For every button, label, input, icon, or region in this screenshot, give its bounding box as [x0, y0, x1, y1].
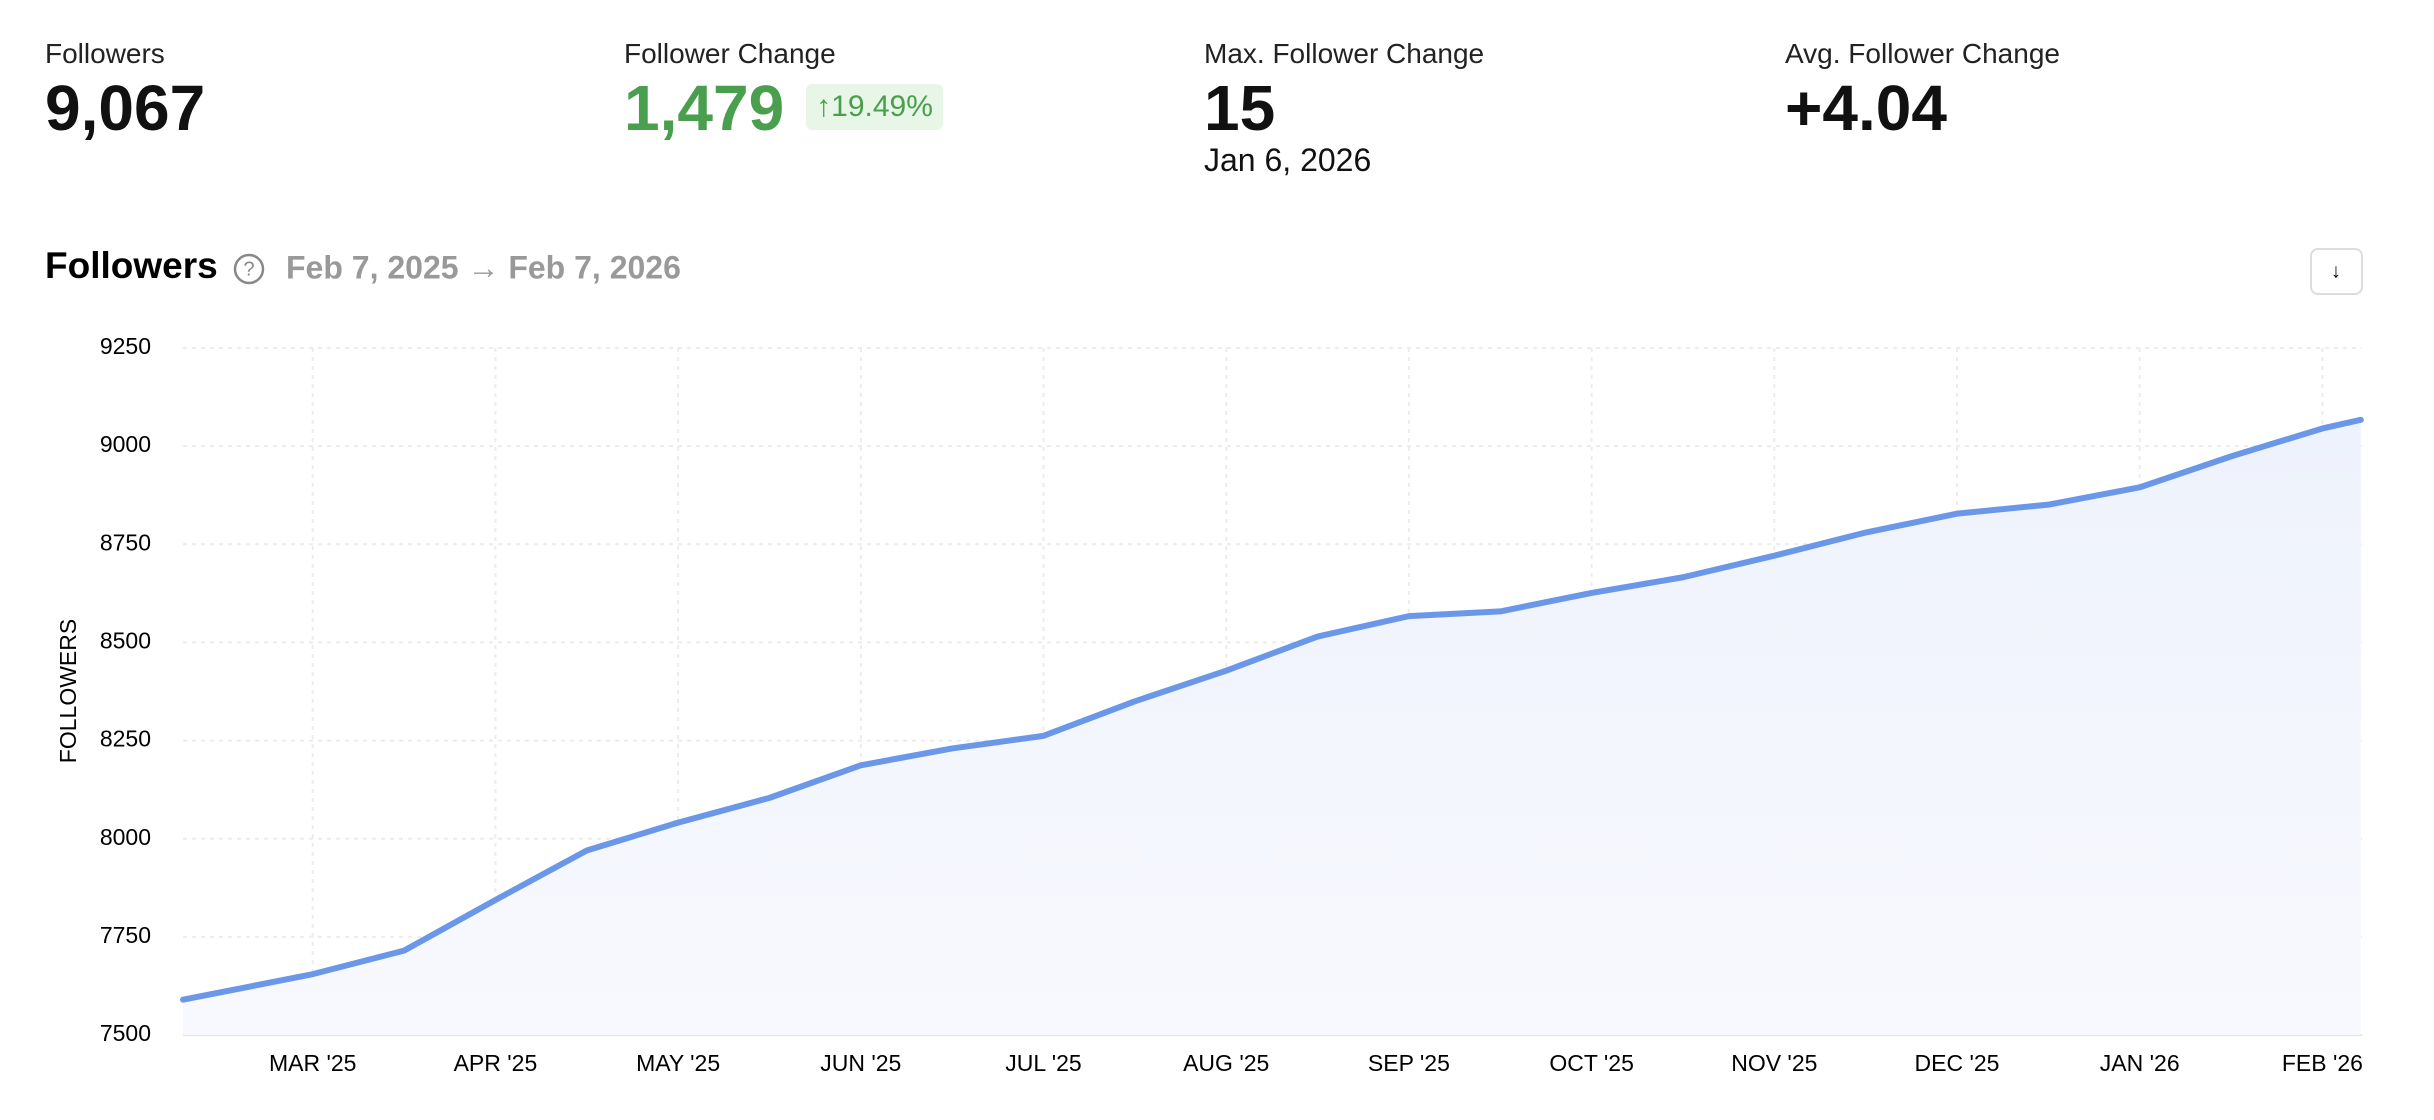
- stat-number: 1,479: [624, 72, 785, 144]
- stat-value: 9,067: [45, 72, 206, 144]
- y-tick-label: 8250: [100, 726, 151, 752]
- stat-date: Jan 6, 2026: [1204, 142, 1372, 178]
- area: [183, 419, 2361, 1035]
- x-tick-label: JAN '26: [2100, 1050, 2180, 1076]
- download-button[interactable]: ↓: [2310, 248, 2363, 295]
- y-tick-label: 7750: [100, 922, 151, 948]
- up-arrow: ↑: [816, 90, 832, 124]
- x-tick-label: AUG '25: [1183, 1050, 1269, 1076]
- y-tick-label: 7500: [100, 1020, 151, 1046]
- stat-avg: Avg. Follower Change +4.04: [1785, 38, 2060, 146]
- stat-label: Followers: [45, 38, 165, 69]
- change-badge: ↑19.49%: [806, 84, 943, 131]
- chart-subtitle: Feb 7, 2025 → Feb 7, 2026: [286, 249, 681, 285]
- stat-label: Follower Change: [624, 38, 836, 69]
- help-icon[interactable]: ?: [233, 253, 265, 285]
- x-tick-label: FEB '26: [2282, 1050, 2363, 1076]
- y-tick-label: 8750: [100, 529, 151, 555]
- x-tick-label: MAR '25: [269, 1050, 356, 1076]
- stat-label: Avg. Follower Change: [1785, 38, 2060, 69]
- y-tick-label: 8500: [100, 628, 151, 654]
- stat-max: Max. Follower Change 15 Jan 6, 2026: [1204, 38, 1484, 178]
- stat-followers: Followers 9,067: [45, 38, 205, 146]
- badge-text: 19.49%: [831, 90, 933, 124]
- stat-change: Follower Change 1,479 ↑19.49%: [624, 38, 943, 146]
- y-tick-label: 9000: [100, 431, 151, 457]
- x-tick-label: JUN '25: [820, 1050, 901, 1076]
- x-tick-label: MAY '25: [636, 1050, 720, 1076]
- x-tick-label: OCT '25: [1549, 1050, 1634, 1076]
- stat-label: Max. Follower Change: [1204, 38, 1485, 69]
- svg-text:?: ?: [243, 258, 254, 280]
- line: [180, 416, 2364, 1003]
- x-tick-label: JUL '25: [1005, 1050, 1081, 1076]
- stat-value: 15: [1204, 72, 1276, 144]
- stat-value: +4.04: [1785, 72, 1947, 144]
- svg-text:↓: ↓: [2331, 260, 2341, 282]
- stat-value: 1,479 ↑19.49%: [624, 70, 943, 146]
- y-axis-label: FOLLOWERS: [55, 619, 81, 763]
- x-tick-label: NOV '25: [1731, 1050, 1817, 1076]
- chart-title: Followers: [45, 245, 218, 286]
- y-tick-label: 8000: [100, 824, 151, 850]
- x-tick-label: SEP '25: [1368, 1050, 1450, 1076]
- x-tick-label: APR '25: [454, 1050, 538, 1076]
- y-tick-label: 9250: [100, 333, 151, 359]
- x-tick-label: DEC '25: [1915, 1050, 2000, 1076]
